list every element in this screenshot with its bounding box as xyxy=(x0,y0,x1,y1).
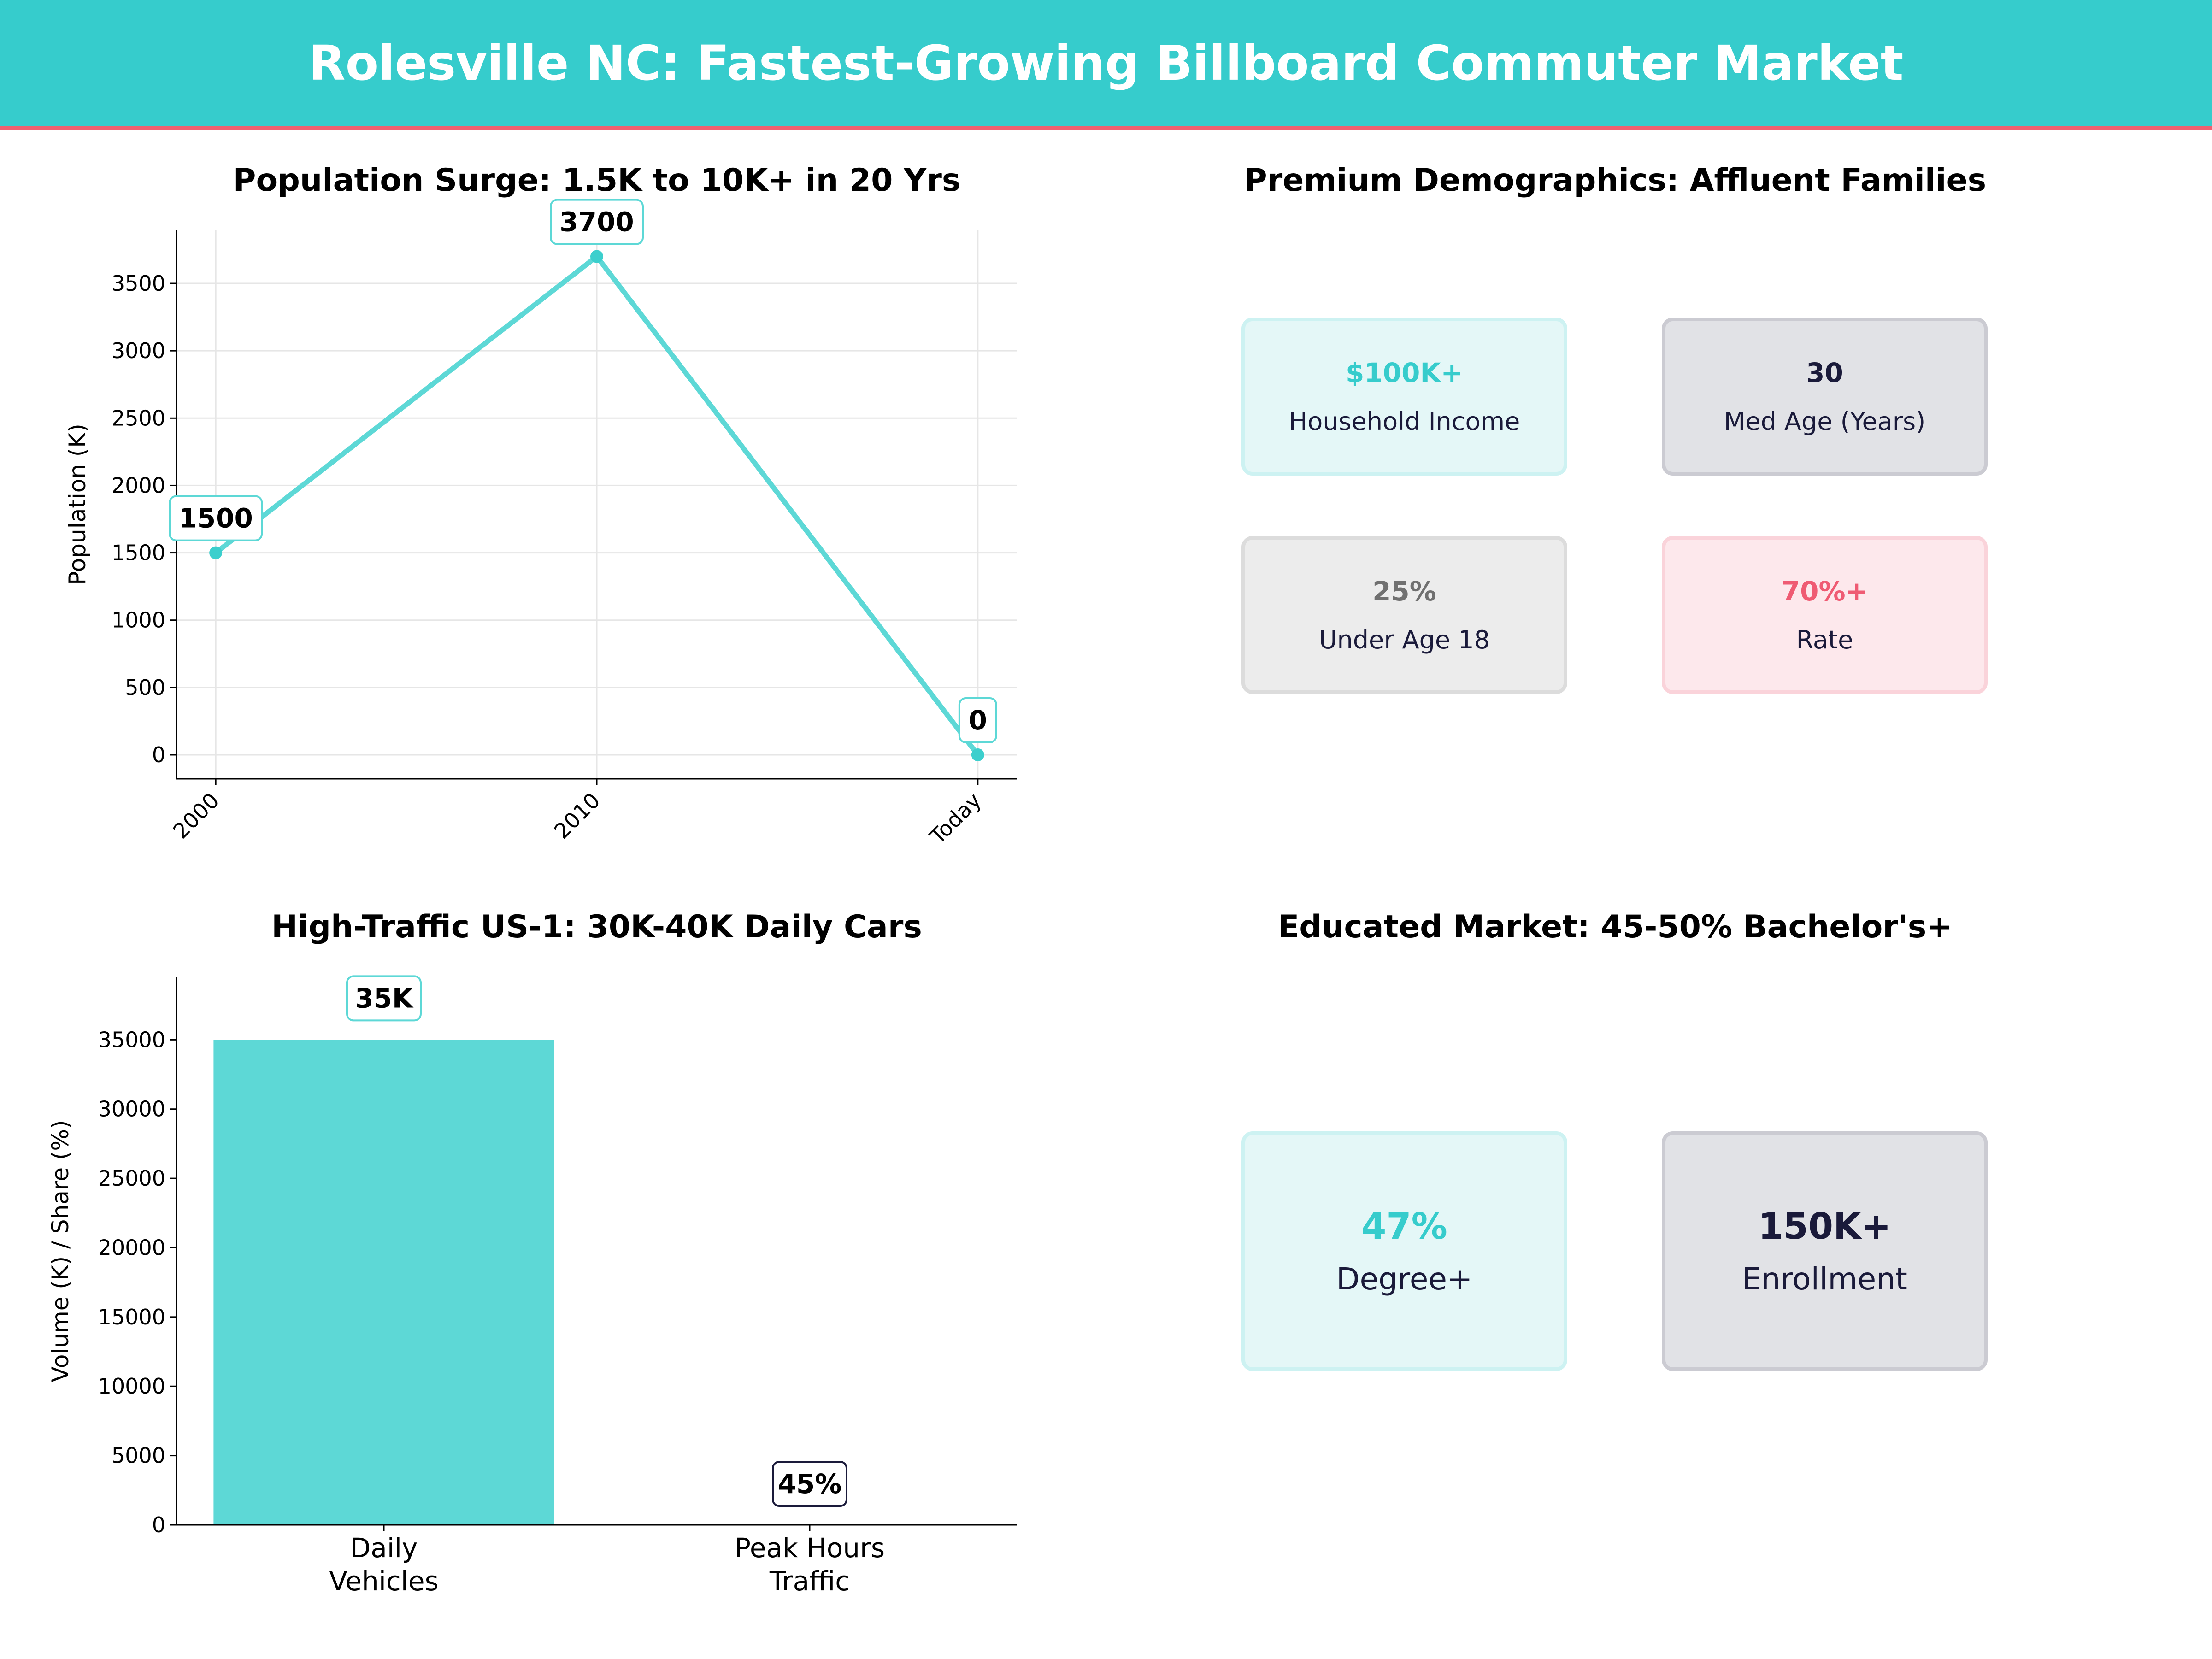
card-label: Degree+ xyxy=(1336,1261,1473,1297)
card-value: $100K+ xyxy=(1346,357,1463,388)
data-label: 45% xyxy=(778,1468,842,1500)
x-tick-label: Traffic xyxy=(769,1565,850,1597)
y-tick-label: 0 xyxy=(152,742,165,767)
card-degree: 47% Degree+ xyxy=(1241,1131,1567,1371)
y-tick-label: 0 xyxy=(152,1512,165,1537)
data-point xyxy=(590,250,603,263)
y-tick-label: 15000 xyxy=(98,1305,165,1330)
y-tick-label: 5000 xyxy=(112,1443,165,1468)
x-tick-label: Daily xyxy=(350,1532,418,1564)
card-value: 47% xyxy=(1361,1206,1447,1247)
y-axis-label: Population (K) xyxy=(64,424,91,585)
y-tick-label: 30000 xyxy=(98,1097,165,1122)
y-tick-label: 20000 xyxy=(98,1235,165,1260)
card-label: Enrollment xyxy=(1742,1261,1907,1297)
y-tick-label: 10000 xyxy=(98,1374,165,1399)
data-label-box xyxy=(550,199,644,245)
traffic-bar-chart: 0 5000 10000 15000 20000 25000 30000 35000 Daily… xyxy=(47,975,1017,1597)
data-label-box xyxy=(346,975,422,1022)
y-tick-label: 3000 xyxy=(112,338,165,363)
population-chart-title: Population Surge: 1.5K to 10K+ in 20 Yrs xyxy=(233,162,961,199)
y-tick-label: 35000 xyxy=(98,1027,165,1052)
y-axis-label: Volume (K) / Share (%) xyxy=(47,1120,74,1382)
data-point xyxy=(209,546,223,559)
demographics-title: Premium Demographics: Affluent Families xyxy=(1244,162,1987,199)
y-tick-label: 2000 xyxy=(112,473,165,498)
card-value: 150K+ xyxy=(1758,1206,1891,1247)
bar xyxy=(213,1040,554,1525)
x-tick-label: Peak Hours xyxy=(735,1532,885,1564)
card-label: Household Income xyxy=(1288,407,1520,436)
header-banner: Rolesville NC: Fastest-Growing Billboard… xyxy=(0,0,2212,130)
card-median-age: 30 Med Age (Years) xyxy=(1662,318,1988,476)
traffic-chart-title: High-Traffic US-1: 30K-40K Daily Cars xyxy=(271,909,922,945)
y-tick-label: 500 xyxy=(125,675,165,700)
card-label: Med Age (Years) xyxy=(1724,407,1926,436)
card-household-income: $100K+ Household Income xyxy=(1241,318,1567,476)
card-enrollment: 150K+ Enrollment xyxy=(1662,1131,1988,1371)
y-tick-label: 3500 xyxy=(112,271,165,296)
card-label: Rate xyxy=(1796,625,1853,654)
data-label-box xyxy=(169,495,263,541)
y-tick-label: 25000 xyxy=(98,1166,165,1191)
y-tick-label: 1500 xyxy=(112,541,165,565)
data-label-box xyxy=(772,1461,848,1507)
y-tick-label: 1000 xyxy=(112,608,165,633)
card-value: 25% xyxy=(1372,576,1436,607)
data-label: 1500 xyxy=(178,503,253,534)
data-label: 3700 xyxy=(559,206,634,238)
data-label: 35K xyxy=(355,982,414,1014)
data-point xyxy=(971,748,984,761)
card-value: 30 xyxy=(1806,357,1843,388)
card-label: Under Age 18 xyxy=(1319,625,1490,654)
card-under-18: 25% Under Age 18 xyxy=(1241,536,1567,694)
card-value: 70%+ xyxy=(1781,576,1868,607)
card-rate: 70%+ Rate xyxy=(1662,536,1988,694)
page-title: Rolesville NC: Fastest-Growing Billboard… xyxy=(308,35,1904,91)
education-title: Educated Market: 45-50% Bachelor's+ xyxy=(1277,909,1953,945)
data-label: 0 xyxy=(969,705,987,736)
x-tick-label: Vehicles xyxy=(329,1565,439,1597)
data-label-box xyxy=(958,697,997,743)
y-tick-label: 2500 xyxy=(112,406,165,430)
